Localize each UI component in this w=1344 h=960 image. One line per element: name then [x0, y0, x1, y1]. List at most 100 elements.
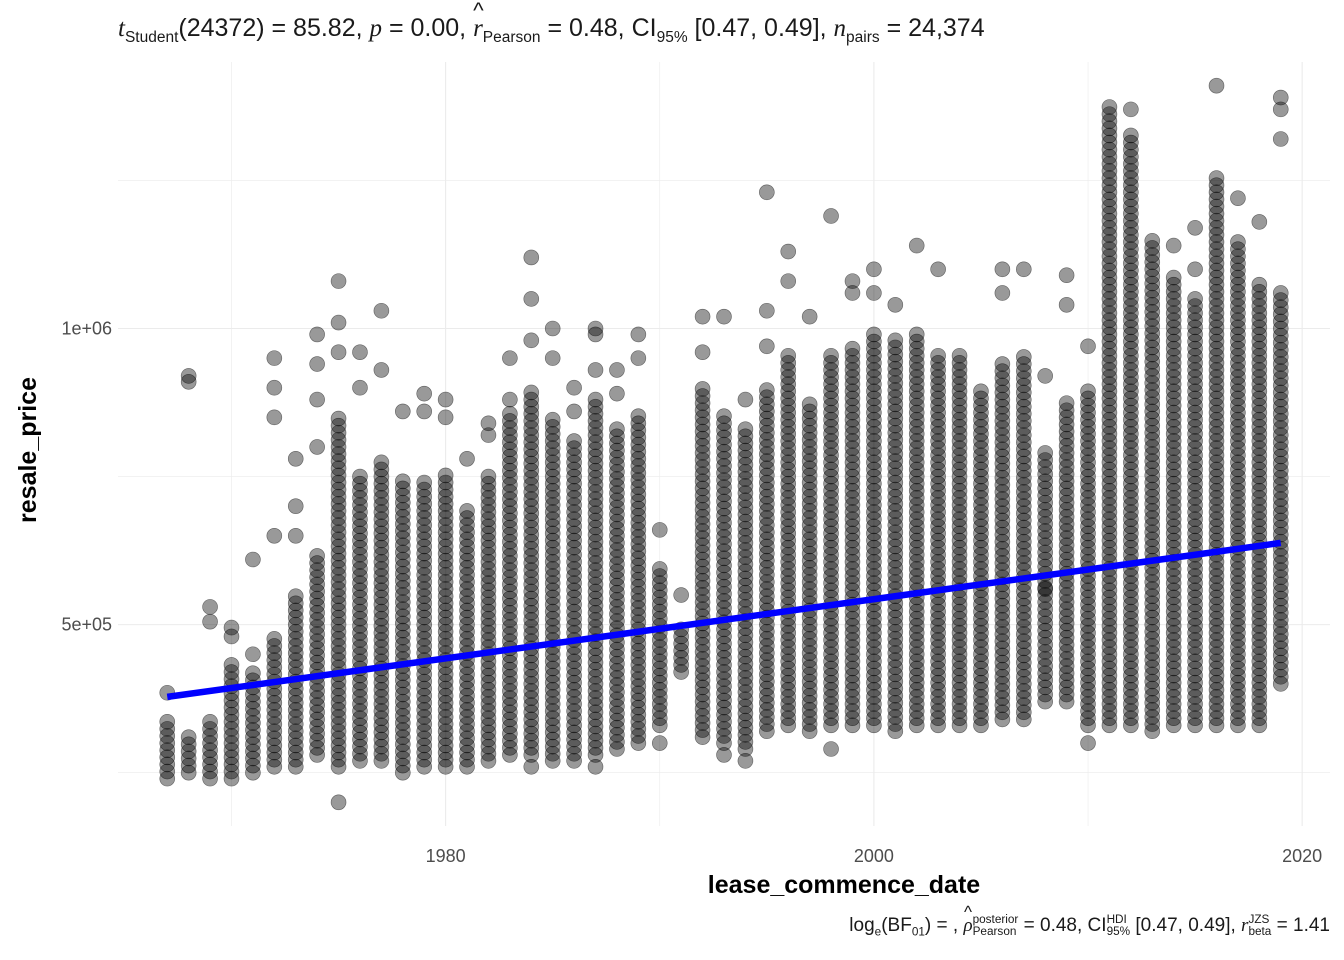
data-point — [502, 569, 518, 586]
data-point — [330, 751, 347, 768]
data-point — [373, 646, 390, 663]
data-point — [609, 726, 625, 743]
data-point — [866, 710, 882, 727]
data-point — [437, 631, 454, 647]
data-point — [330, 314, 347, 331]
data-point — [352, 490, 368, 506]
data-point — [587, 732, 604, 749]
data-point — [844, 433, 861, 449]
data-point — [330, 652, 347, 668]
data-point — [502, 350, 518, 366]
data-point — [502, 747, 518, 763]
data-point — [159, 749, 176, 766]
data-point — [801, 673, 818, 690]
data-point — [609, 362, 625, 378]
data-point — [566, 475, 582, 492]
data-point — [566, 710, 582, 727]
data-point — [523, 448, 540, 465]
data-point — [459, 581, 475, 597]
data-point — [630, 458, 647, 474]
data-point — [480, 427, 497, 443]
data-point — [394, 501, 411, 518]
data-point — [780, 681, 797, 698]
data-point — [523, 533, 540, 550]
data-point — [566, 447, 582, 464]
data-point — [844, 273, 861, 289]
data-point — [737, 549, 754, 565]
data-point — [245, 729, 261, 745]
data-point — [459, 588, 475, 605]
data-point — [801, 652, 818, 668]
data-point — [566, 603, 582, 620]
data-point — [394, 480, 411, 497]
data-point — [502, 405, 518, 422]
data-point — [716, 728, 732, 744]
data-point — [609, 563, 625, 580]
data-point — [823, 632, 839, 648]
data-point — [716, 628, 732, 645]
data-point — [523, 569, 540, 586]
point-column — [759, 184, 775, 740]
data-point — [801, 581, 818, 597]
data-point — [394, 679, 411, 696]
point-column — [566, 379, 582, 769]
data-point — [437, 673, 454, 690]
data-point — [951, 347, 968, 364]
data-point — [1230, 190, 1246, 207]
data-point — [266, 716, 283, 732]
data-point — [523, 583, 540, 600]
data-point — [844, 419, 861, 435]
data-point — [844, 497, 861, 513]
data-point — [266, 645, 283, 661]
data-point — [245, 646, 261, 663]
data-point — [416, 666, 433, 683]
data-point — [437, 709, 454, 725]
data-point — [202, 713, 218, 730]
data-point — [544, 689, 561, 705]
data-point — [287, 645, 304, 661]
data-point — [544, 603, 561, 620]
ci-value: [0.47, 0.49], — [687, 14, 834, 42]
data-point — [694, 381, 711, 397]
data-point — [823, 497, 839, 513]
data-point — [437, 595, 454, 612]
data-point — [759, 666, 775, 683]
data-point — [801, 517, 818, 533]
data-point — [823, 689, 839, 705]
data-point — [823, 696, 839, 712]
data-point — [844, 689, 861, 705]
data-point — [416, 737, 433, 754]
data-point — [437, 510, 454, 526]
data-point — [223, 742, 240, 758]
data-point — [801, 687, 818, 704]
data-point — [759, 338, 775, 355]
data-point — [844, 625, 861, 641]
data-point — [566, 653, 582, 670]
bayesian-stats-caption: loge(BF01) = , ρ ^ posterior Pearson = 0.48… — [849, 903, 1330, 939]
ci-superscript: HDI — [1106, 913, 1127, 926]
data-point — [502, 711, 518, 728]
data-point — [587, 661, 604, 678]
data-point — [630, 713, 647, 730]
data-point — [202, 721, 218, 737]
data-point — [737, 570, 754, 587]
data-point — [544, 411, 561, 428]
point-column — [330, 273, 347, 811]
data-point — [544, 475, 561, 492]
bf-subscript: 01 — [911, 925, 925, 939]
data-point — [587, 391, 604, 408]
data-point — [266, 744, 283, 761]
data-point — [566, 532, 582, 549]
data-point — [866, 554, 882, 570]
point-column — [694, 308, 711, 745]
data-point — [694, 629, 711, 646]
data-point — [630, 728, 647, 744]
data-point — [587, 326, 604, 343]
data-point — [630, 600, 647, 616]
data-point — [844, 618, 861, 634]
data-point — [866, 681, 882, 698]
data-point — [330, 446, 347, 462]
data-point — [523, 555, 540, 571]
data-point — [330, 567, 347, 583]
